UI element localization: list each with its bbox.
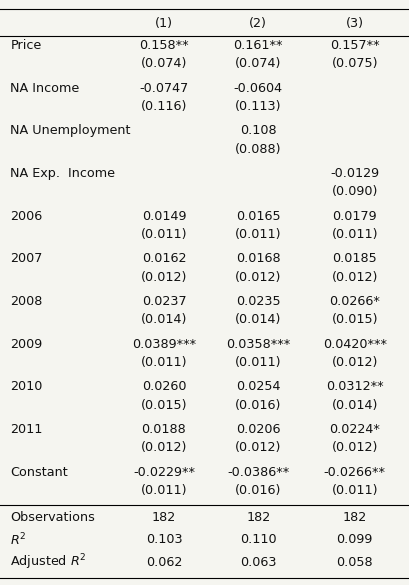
Text: (0.075): (0.075) (330, 57, 377, 71)
Text: (0.011): (0.011) (234, 228, 281, 241)
Text: 0.103: 0.103 (145, 534, 182, 546)
Text: (0.074): (0.074) (140, 57, 187, 71)
Text: Constant: Constant (10, 466, 68, 479)
Text: NA Income: NA Income (10, 82, 79, 95)
Text: (0.014): (0.014) (140, 314, 187, 326)
Text: (0.012): (0.012) (330, 271, 377, 284)
Text: 0.063: 0.063 (239, 556, 276, 569)
Text: 182: 182 (342, 511, 366, 524)
Text: 2009: 2009 (10, 338, 43, 351)
Text: 2006: 2006 (10, 210, 43, 223)
Text: (0.015): (0.015) (140, 399, 187, 412)
Text: (0.014): (0.014) (234, 314, 281, 326)
Text: (0.116): (0.116) (140, 100, 187, 113)
Text: -0.0747: -0.0747 (139, 82, 188, 95)
Text: 0.0254: 0.0254 (236, 380, 280, 393)
Text: (0.012): (0.012) (140, 271, 187, 284)
Text: 0.058: 0.058 (335, 556, 372, 569)
Text: -0.0386**: -0.0386** (227, 466, 289, 479)
Text: (0.012): (0.012) (140, 441, 187, 455)
Text: 0.0224*: 0.0224* (328, 423, 379, 436)
Text: 0.0235: 0.0235 (236, 295, 280, 308)
Text: 0.0179: 0.0179 (332, 210, 376, 223)
Text: 0.158**: 0.158** (139, 39, 189, 52)
Text: 0.0165: 0.0165 (236, 210, 280, 223)
Text: (0.088): (0.088) (234, 143, 281, 156)
Text: 2007: 2007 (10, 252, 43, 266)
Text: 2011: 2011 (10, 423, 43, 436)
Text: $R^2$: $R^2$ (10, 532, 27, 548)
Text: -0.0129: -0.0129 (329, 167, 378, 180)
Text: -0.0266**: -0.0266** (323, 466, 385, 479)
Text: 0.110: 0.110 (239, 534, 276, 546)
Text: 0.0206: 0.0206 (236, 423, 280, 436)
Text: 0.0149: 0.0149 (142, 210, 186, 223)
Text: (0.011): (0.011) (330, 484, 377, 497)
Text: 0.0168: 0.0168 (236, 252, 280, 266)
Text: 0.0420***: 0.0420*** (322, 338, 386, 351)
Text: (2): (2) (249, 17, 267, 30)
Text: (3): (3) (345, 17, 363, 30)
Text: (0.012): (0.012) (234, 441, 281, 455)
Text: 0.0358***: 0.0358*** (226, 338, 290, 351)
Text: (0.015): (0.015) (330, 314, 377, 326)
Text: 0.0237: 0.0237 (142, 295, 186, 308)
Text: -0.0604: -0.0604 (233, 82, 282, 95)
Text: (0.016): (0.016) (234, 399, 281, 412)
Text: 0.0260: 0.0260 (142, 380, 186, 393)
Text: -0.0229**: -0.0229** (133, 466, 195, 479)
Text: Observations: Observations (10, 511, 95, 524)
Text: NA Unemployment: NA Unemployment (10, 125, 130, 137)
Text: 2010: 2010 (10, 380, 43, 393)
Text: NA Exp.  Income: NA Exp. Income (10, 167, 115, 180)
Text: (0.012): (0.012) (330, 356, 377, 369)
Text: 0.161**: 0.161** (233, 39, 282, 52)
Text: (0.012): (0.012) (234, 271, 281, 284)
Text: (0.016): (0.016) (234, 484, 281, 497)
Text: 0.062: 0.062 (146, 556, 182, 569)
Text: (0.011): (0.011) (140, 484, 187, 497)
Text: (0.012): (0.012) (330, 441, 377, 455)
Text: (0.011): (0.011) (140, 228, 187, 241)
Text: 0.0185: 0.0185 (331, 252, 376, 266)
Text: 182: 182 (245, 511, 270, 524)
Text: Price: Price (10, 39, 41, 52)
Text: 2008: 2008 (10, 295, 43, 308)
Text: 0.157**: 0.157** (329, 39, 379, 52)
Text: 0.099: 0.099 (336, 534, 372, 546)
Text: (0.074): (0.074) (234, 57, 281, 71)
Text: (0.090): (0.090) (330, 185, 377, 198)
Text: (1): (1) (155, 17, 173, 30)
Text: 0.0162: 0.0162 (142, 252, 186, 266)
Text: 182: 182 (151, 511, 176, 524)
Text: (0.014): (0.014) (330, 399, 377, 412)
Text: 0.0389***: 0.0389*** (132, 338, 196, 351)
Text: (0.011): (0.011) (234, 356, 281, 369)
Text: (0.011): (0.011) (140, 356, 187, 369)
Text: (0.011): (0.011) (330, 228, 377, 241)
Text: Adjusted $R^2$: Adjusted $R^2$ (10, 552, 87, 572)
Text: 0.0188: 0.0188 (141, 423, 186, 436)
Text: 0.108: 0.108 (239, 125, 276, 137)
Text: (0.113): (0.113) (234, 100, 281, 113)
Text: 0.0312**: 0.0312** (325, 380, 382, 393)
Text: 0.0266*: 0.0266* (328, 295, 379, 308)
